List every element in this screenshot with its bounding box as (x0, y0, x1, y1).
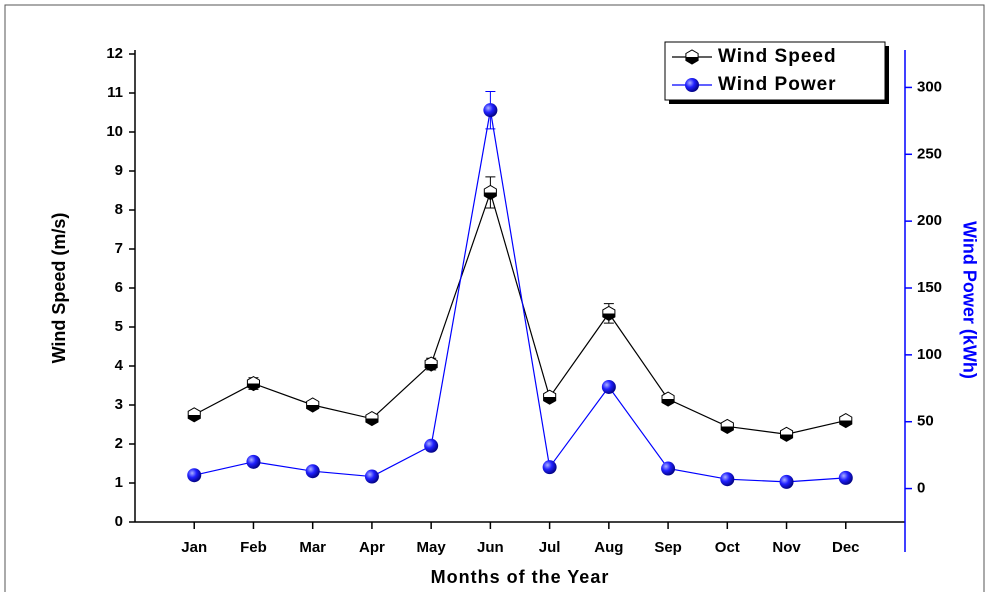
series-line (193, 190, 846, 435)
y2-tick-label: 200 (917, 212, 942, 229)
y-tick-label: 3 (115, 396, 123, 413)
legend-marker (685, 49, 699, 65)
marker (187, 468, 202, 483)
y-tick-label: 0 (115, 513, 123, 530)
marker (838, 470, 853, 485)
marker (246, 454, 261, 469)
marker (661, 461, 676, 476)
x-tick-label: May (417, 539, 447, 556)
y-tick-label: 2 (115, 435, 123, 452)
marker (364, 469, 379, 484)
marker (780, 426, 794, 442)
marker (779, 474, 794, 489)
y2-tick-label: 50 (917, 413, 934, 430)
y-tick-label: 6 (115, 279, 123, 296)
y-tick-label: 8 (115, 201, 123, 218)
marker (839, 413, 853, 429)
y2-tick-label: 0 (917, 480, 925, 497)
marker (424, 438, 439, 453)
x-tick-label: Jan (181, 539, 207, 556)
marker (661, 391, 675, 407)
y2-tick-label: 250 (917, 145, 942, 162)
legend-label: Wind Speed (718, 46, 837, 67)
x-tick-label: Aug (594, 539, 623, 556)
marker (365, 411, 379, 427)
x-tick-label: Sep (654, 539, 682, 556)
y2-axis-label: Wind Power (kWh) (959, 221, 979, 379)
y-tick-label: 11 (107, 84, 123, 101)
x-tick-label: Apr (359, 539, 385, 556)
marker (305, 464, 320, 479)
x-tick-label: Mar (299, 539, 326, 556)
y-tick-label: 1 (115, 474, 123, 491)
x-tick-label: Feb (240, 539, 267, 556)
y2-tick-label: 100 (917, 346, 942, 363)
y2-tick-label: 150 (917, 279, 942, 296)
y-tick-label: 7 (115, 240, 123, 257)
marker (306, 397, 320, 413)
legend-label: Wind Power (718, 74, 837, 95)
legend-marker (685, 78, 699, 92)
marker (601, 379, 616, 394)
marker (720, 418, 734, 434)
marker (542, 460, 557, 475)
marker (483, 184, 497, 201)
y-axis-label: Wind Speed (m/s) (49, 213, 69, 364)
frame (4, 4, 985, 592)
x-axis-label: Months of the Year (431, 567, 610, 587)
marker (602, 305, 616, 321)
marker (720, 472, 735, 487)
legend: Wind Speed Wind Power (664, 41, 889, 104)
x-tick-label: Oct (715, 539, 740, 556)
marker (246, 376, 260, 392)
y-tick-label: 10 (106, 123, 123, 140)
series-line (194, 110, 846, 483)
x-tick-label: Dec (832, 539, 860, 556)
y-tick-label: 4 (115, 357, 124, 374)
legend-box (664, 41, 886, 101)
y-tick-label: 12 (106, 45, 123, 62)
x-tick-label: Jun (477, 539, 504, 556)
x-tick-label: Nov (772, 539, 801, 556)
marker (424, 356, 438, 372)
y-tick-label: 5 (115, 318, 123, 335)
marker (483, 103, 498, 118)
marker (543, 389, 557, 405)
x-tick-label: Jul (539, 539, 561, 556)
marker (187, 407, 201, 423)
y2-tick-label: 300 (917, 78, 942, 95)
y-tick-label: 9 (115, 162, 123, 179)
